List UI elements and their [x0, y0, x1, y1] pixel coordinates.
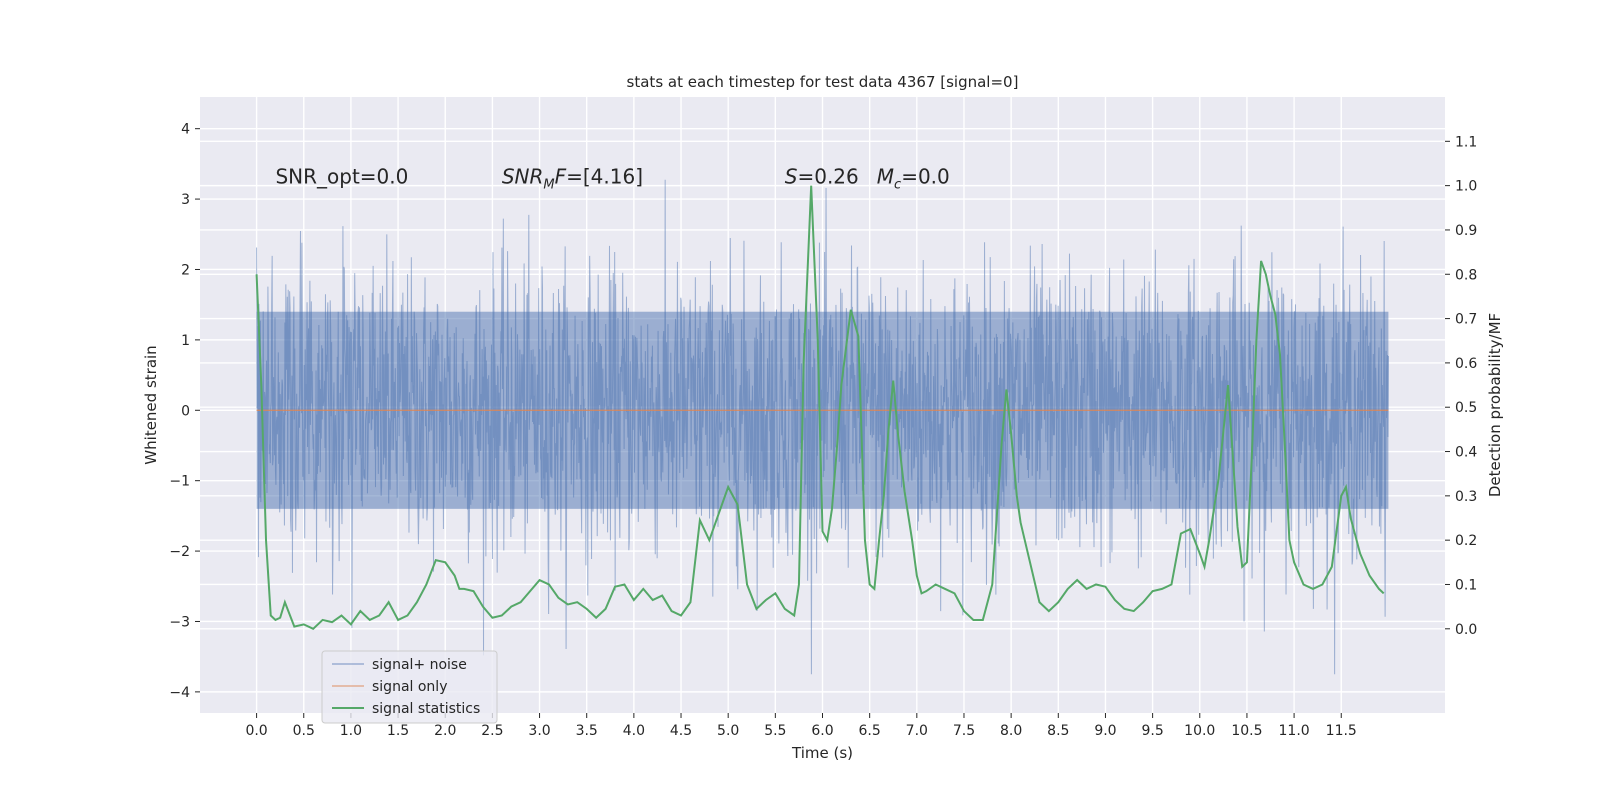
x-tick-label: 4.0	[623, 723, 645, 739]
x-tick-label: 0.0	[245, 723, 267, 739]
annotation-s-symbol: S	[785, 165, 798, 189]
legend-box	[321, 650, 498, 724]
y-left-tick-label: 1	[181, 333, 190, 349]
y-axis-left-label: Whitened strain	[142, 345, 160, 464]
y-axis-left: 4 3 2 1 0 −1 −2 −3 −4	[169, 122, 200, 701]
legend-label-signal-statistics: signal statistics	[372, 701, 480, 717]
legend-label-signal-noise: signal+ noise	[372, 657, 467, 673]
x-tick-label: 11.0	[1279, 723, 1310, 739]
y-left-tick-label: 2	[181, 262, 190, 278]
annotation-snr-opt: SNR_opt=0.0	[275, 165, 408, 189]
annotation-snr-mf-subscript: M	[543, 178, 554, 193]
y-right-tick-label: 0.5	[1455, 400, 1477, 416]
y-left-tick-label: −3	[169, 614, 190, 630]
x-tick-label: 10.5	[1231, 723, 1262, 739]
annotation-snr-mf: SNRMF=[4.16]	[502, 165, 643, 193]
x-tick-label: 7.0	[906, 723, 928, 739]
y-axis-right-label: Detection probability/MF	[1486, 313, 1504, 497]
y-right-tick-label: 0.0	[1455, 622, 1477, 638]
annotation-snr-mf-symbol: SNR	[502, 165, 544, 189]
y-left-tick-label: −4	[169, 685, 190, 701]
x-tick-label: 1.5	[387, 723, 409, 739]
signal-noise-line	[256, 179, 1389, 675]
x-tick-label: 7.5	[953, 723, 975, 739]
annotation-mc-subscript: c	[894, 178, 901, 193]
y-right-tick-label: 0.2	[1455, 533, 1477, 549]
y-right-tick-label: 0.3	[1455, 489, 1477, 505]
x-tick-label: 6.0	[811, 723, 833, 739]
y-right-tick-label: 0.8	[1455, 267, 1477, 283]
chart-title: stats at each timestep for test data 436…	[627, 73, 1019, 91]
y-left-tick-label: −2	[169, 544, 190, 560]
series-signal-statistics	[255, 185, 1385, 630]
x-tick-label: 10.0	[1184, 723, 1215, 739]
y-left-tick-label: 4	[181, 122, 190, 138]
x-tick-label: 11.5	[1326, 723, 1357, 739]
y-right-tick-label: 0.9	[1455, 223, 1477, 239]
y-right-tick-label: 0.6	[1455, 356, 1477, 372]
signal-statistics-line	[255, 185, 1385, 630]
x-tick-label: 2.5	[481, 723, 503, 739]
x-tick-label: 3.0	[528, 723, 550, 739]
annotation-s-value: =0.26	[797, 165, 858, 189]
y-right-tick-label: 0.1	[1455, 577, 1477, 593]
y-left-tick-label: 0	[181, 403, 190, 419]
y-right-tick-label: 0.4	[1455, 445, 1477, 461]
x-tick-label: 3.5	[576, 723, 598, 739]
x-tick-label: 5.5	[764, 723, 786, 739]
x-tick-label: 0.5	[293, 723, 315, 739]
y-right-tick-label: 0.7	[1455, 312, 1477, 328]
y-left-tick-label: 3	[181, 192, 190, 208]
x-axis-label: Time (s)	[791, 744, 853, 762]
x-tick-label: 9.5	[1141, 723, 1163, 739]
x-tick-label: 8.0	[1000, 723, 1022, 739]
annotation-s-mc: S=0.26 Mc=0.0	[785, 165, 950, 193]
legend: signal+ noise signal only signal statist…	[321, 650, 498, 724]
legend-label-signal-only: signal only	[372, 679, 447, 695]
annotation-mc-symbol: M	[877, 165, 894, 189]
annotation-snr-mf-f: F	[555, 165, 567, 189]
x-axis: 0.0 0.5 1.0 1.5 2.0 2.5 3.0 3.5 4.0 4.5 5.0 5.5 6.0 6…	[245, 713, 1357, 739]
x-tick-label: 9.0	[1094, 723, 1116, 739]
x-tick-label: 2.0	[434, 723, 456, 739]
x-tick-label: 6.5	[859, 723, 881, 739]
x-tick-label: 8.5	[1047, 723, 1069, 739]
y-axis-right: 1.1 1.0 0.9 0.8 0.7 0.6 0.5 0.4 0.3 0.2 0.1 0.0	[1445, 134, 1477, 638]
y-right-tick-label: 1.1	[1455, 134, 1477, 150]
annotation-mc-value: =0.0	[901, 165, 950, 189]
y-left-tick-label: −1	[169, 474, 190, 490]
x-tick-label: 1.0	[340, 723, 362, 739]
x-tick-label: 5.0	[717, 723, 739, 739]
annotation-snr-mf-value: =[4.16]	[566, 165, 643, 189]
y-right-tick-label: 1.0	[1455, 179, 1477, 195]
x-tick-label: 4.5	[670, 723, 692, 739]
